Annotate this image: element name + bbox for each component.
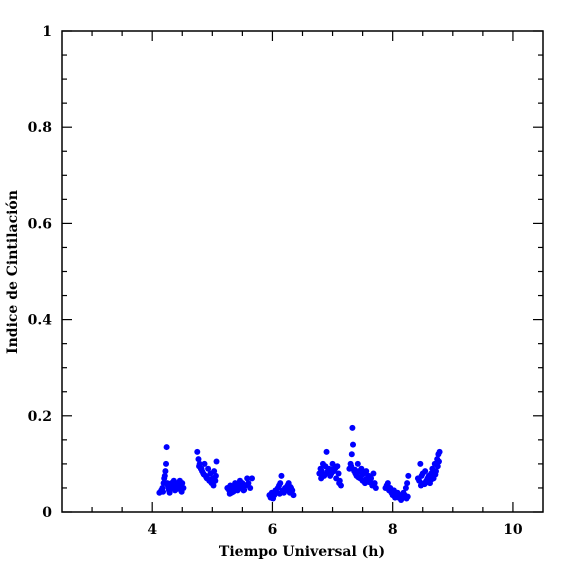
data-point bbox=[248, 475, 255, 482]
data-point bbox=[335, 470, 342, 477]
data-point bbox=[161, 472, 168, 479]
data-point bbox=[213, 458, 220, 465]
data-point bbox=[290, 492, 297, 499]
x-axis-title: Tiempo Universal (h) bbox=[219, 544, 385, 560]
y-tick-label: 0.2 bbox=[28, 409, 52, 425]
data-point bbox=[323, 448, 330, 455]
data-point bbox=[212, 472, 219, 479]
data-point bbox=[201, 460, 208, 467]
data-point bbox=[349, 424, 356, 431]
x-tick-label: 8 bbox=[388, 522, 398, 538]
plot-frame bbox=[61, 30, 544, 513]
data-point bbox=[205, 465, 212, 472]
data-point bbox=[211, 468, 218, 475]
data-point bbox=[245, 480, 252, 487]
data-point bbox=[359, 471, 366, 478]
data-point bbox=[198, 465, 205, 472]
data-point bbox=[318, 475, 325, 482]
data-point bbox=[194, 448, 201, 455]
data-point bbox=[195, 456, 202, 463]
data-point bbox=[402, 484, 409, 491]
data-point bbox=[277, 480, 284, 487]
data-point bbox=[432, 471, 439, 478]
data-point bbox=[363, 468, 370, 475]
data-point bbox=[336, 480, 343, 487]
data-points bbox=[156, 424, 443, 503]
data-point bbox=[178, 488, 185, 495]
data-point bbox=[287, 483, 294, 490]
data-point bbox=[278, 472, 285, 479]
data-point bbox=[163, 460, 170, 467]
data-point bbox=[241, 486, 248, 493]
data-point bbox=[162, 468, 169, 475]
data-point bbox=[351, 466, 358, 473]
y-axis-title: Indice de Cintilación bbox=[5, 190, 21, 354]
data-point bbox=[176, 483, 183, 490]
data-point bbox=[434, 463, 441, 470]
y-tick-label: 0.4 bbox=[28, 313, 53, 329]
data-point bbox=[244, 475, 251, 482]
y-tick-label: 1 bbox=[42, 24, 52, 40]
x-tick-label: 10 bbox=[503, 522, 523, 538]
y-tick-label: 0 bbox=[42, 505, 52, 521]
data-point bbox=[369, 481, 376, 488]
data-point bbox=[354, 460, 361, 467]
data-point bbox=[435, 458, 442, 465]
data-point bbox=[422, 468, 429, 475]
data-point bbox=[332, 464, 339, 471]
data-point bbox=[160, 488, 167, 495]
axis-ticks bbox=[62, 30, 543, 513]
data-point bbox=[358, 465, 365, 472]
data-point bbox=[370, 470, 377, 477]
data-point bbox=[348, 451, 355, 458]
data-point bbox=[163, 444, 170, 451]
tick-labels: 4 6 8 10 0 0.2 0.4 0.6 0.8 1 bbox=[28, 24, 523, 538]
data-point bbox=[405, 472, 412, 479]
data-point bbox=[384, 480, 391, 487]
x-tick-label: 4 bbox=[147, 522, 157, 538]
data-point bbox=[404, 493, 411, 500]
data-point bbox=[417, 460, 424, 467]
data-point bbox=[428, 476, 435, 483]
x-tick-label: 6 bbox=[268, 522, 278, 538]
data-point bbox=[171, 481, 178, 488]
data-point bbox=[210, 482, 217, 489]
y-tick-label: 0.8 bbox=[28, 120, 52, 136]
data-point bbox=[416, 477, 423, 484]
y-tick-label: 0.6 bbox=[28, 216, 52, 232]
data-point bbox=[166, 489, 173, 496]
data-point bbox=[247, 484, 254, 491]
data-point bbox=[436, 448, 443, 455]
data-point bbox=[404, 480, 411, 487]
data-point bbox=[350, 441, 357, 448]
